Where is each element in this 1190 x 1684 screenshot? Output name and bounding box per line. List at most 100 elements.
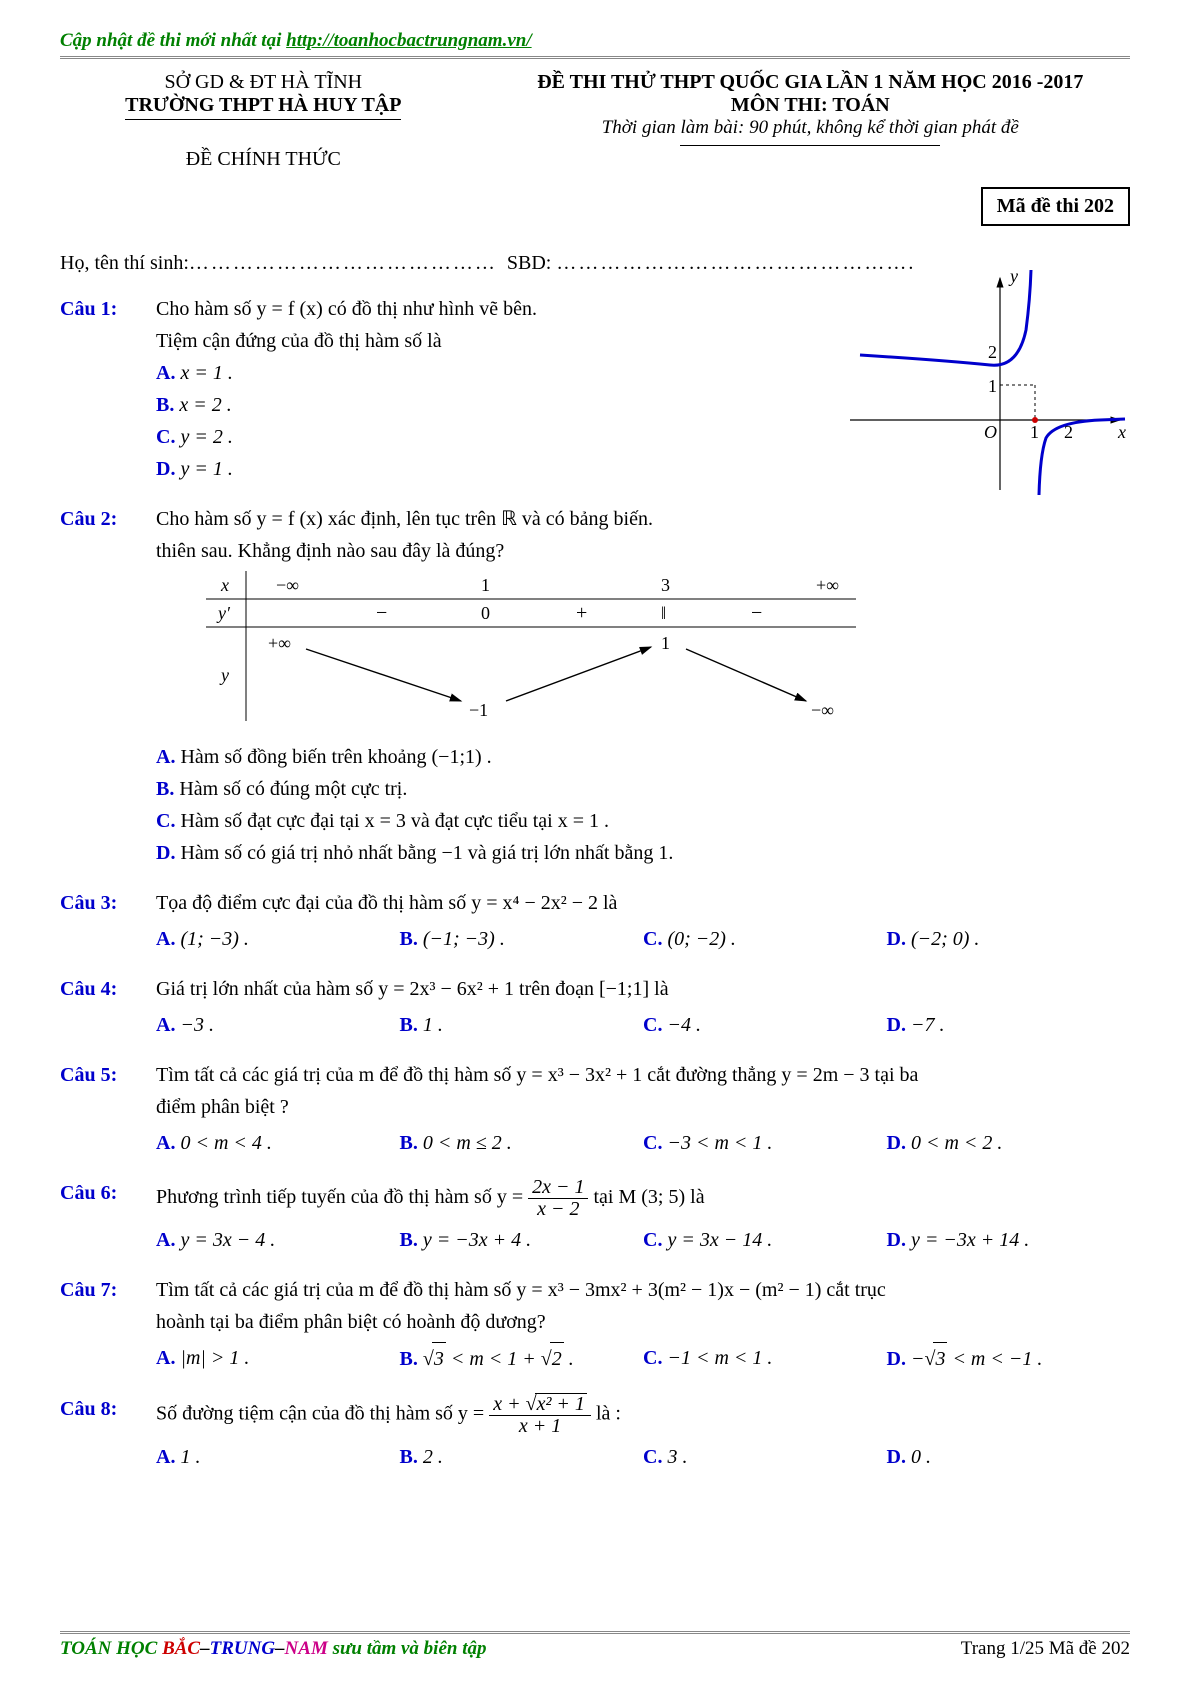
q1-opt-a: x = 1 .: [180, 362, 232, 384]
variation-table: x −∞ 1 3 +∞ y′ − 0 + ‖ − y +∞ −1: [206, 571, 856, 731]
q4-text: Giá trị lớn nhất của hàm số y = 2x³ − 6x…: [156, 973, 1130, 1005]
q8-label: Câu 8:: [60, 1393, 140, 1473]
footer-page: Trang 1/25 Mã đề 202: [961, 1638, 1130, 1660]
graph-tick-y1: 1: [988, 376, 997, 396]
svg-text:3: 3: [661, 575, 670, 595]
q8-opt-c: 3 .: [667, 1446, 687, 1468]
q4-opt-c: −4 .: [667, 1014, 701, 1036]
graph-tick-x2: 2: [1064, 422, 1073, 442]
q8-opt-b: 2 .: [423, 1446, 443, 1468]
graph-tick-y2: 2: [988, 342, 997, 362]
q8-fraction: x + x² + 1 x + 1: [489, 1393, 591, 1437]
name-dots: ……………………………………: [189, 252, 497, 274]
q3-label: Câu 3:: [60, 887, 140, 955]
q5-label: Câu 5:: [60, 1059, 140, 1159]
svg-text:−: −: [376, 602, 387, 624]
q5-text1: Tìm tất cả các giá trị của m để đồ thị h…: [156, 1059, 1130, 1091]
q6-opt-a: y = 3x − 4 .: [180, 1229, 275, 1251]
svg-text:+∞: +∞: [816, 575, 839, 595]
svg-text:0: 0: [481, 603, 490, 623]
question-5: Câu 5: Tìm tất cả các giá trị của m để đ…: [60, 1059, 1130, 1159]
q2-label: Câu 2:: [60, 503, 140, 869]
dept: SỞ GD & ĐT HÀ TĨNH: [60, 71, 467, 94]
question-8: Câu 8: Số đường tiệm cận của đồ thị hàm …: [60, 1393, 1130, 1473]
opt-a-label: A.: [156, 362, 175, 384]
svg-text:x: x: [220, 575, 229, 595]
header: SỞ GD & ĐT HÀ TĨNH TRƯỜNG THPT HÀ HUY TẬ…: [60, 71, 1130, 171]
q7-text1: Tìm tất cả các giá trị của m để đồ thị h…: [156, 1274, 1130, 1306]
q1-label: Câu 1:: [60, 293, 140, 485]
q7-text2: hoành tại ba điểm phân biệt có hoành độ …: [156, 1306, 1130, 1338]
official: ĐỀ CHÍNH THỨC: [60, 148, 467, 171]
svg-text:+∞: +∞: [268, 633, 291, 653]
opt-b-label: B.: [156, 394, 174, 416]
q4-opt-d: −7 .: [911, 1014, 945, 1036]
q7-opt-a: |m| > 1 .: [180, 1347, 249, 1369]
svg-text:−1: −1: [469, 700, 488, 720]
svg-text:1: 1: [481, 575, 490, 595]
question-6: Câu 6: Phương trình tiếp tuyến của đồ th…: [60, 1177, 1130, 1256]
q3-opt-d: (−2; 0) .: [911, 928, 979, 950]
graph-y-label: y: [1008, 270, 1018, 286]
exam-subject: MÔN THI: TOÁN: [491, 94, 1130, 117]
q4-opt-b: 1 .: [423, 1014, 443, 1036]
q6-opt-d: y = −3x + 14 .: [911, 1229, 1029, 1251]
exam-title: ĐỀ THI THỬ THPT QUỐC GIA LẦN 1 NĂM HỌC 2…: [491, 71, 1130, 94]
exam-duration: Thời gian làm bài: 90 phút, không kể thờ…: [491, 117, 1130, 139]
svg-text:−∞: −∞: [811, 700, 834, 720]
question-2: Câu 2: Cho hàm số y = f (x) xác định, lê…: [60, 503, 1130, 869]
q8-text: Số đường tiệm cận của đồ thị hàm số y = …: [156, 1393, 1130, 1437]
graph-x-label: x: [1117, 422, 1126, 442]
q2-text2: thiên sau. Khẳng định nào sau đây là đún…: [156, 535, 1130, 567]
q2-text1: Cho hàm số y = f (x) xác định, lên tục t…: [156, 503, 1130, 535]
q6-opt-c: y = 3x − 14 .: [667, 1229, 772, 1251]
q1-text2: Tiệm cận đứng của đồ thị hàm số là: [156, 325, 796, 357]
q6-text: Phương trình tiếp tuyến của đồ thị hàm s…: [156, 1177, 1130, 1220]
q1-graph: y x O 1 2 1 2: [840, 270, 1130, 500]
q6-opt-b: y = −3x + 4 .: [423, 1229, 531, 1251]
q5-opt-b: 0 < m ≤ 2 .: [423, 1132, 512, 1154]
q7-opt-d: −3 < m < −1 .: [911, 1348, 1042, 1370]
update-url: http://toanhocbactrungnam.vn/: [286, 30, 531, 51]
q2-opt-d: Hàm số có giá trị nhỏ nhất bằng −1 và gi…: [180, 842, 673, 864]
q7-opt-c: −1 < m < 1 .: [667, 1347, 772, 1369]
q5-opt-c: −3 < m < 1 .: [667, 1132, 772, 1154]
opt-d-label: D.: [156, 458, 175, 480]
svg-text:−∞: −∞: [276, 575, 299, 595]
q1-text1: Cho hàm số y = f (x) có đồ thị như hình …: [156, 293, 796, 325]
header-left: SỞ GD & ĐT HÀ TĨNH TRƯỜNG THPT HÀ HUY TẬ…: [60, 71, 467, 171]
q8-opt-a: 1 .: [180, 1446, 200, 1468]
q6-fraction: 2x − 1 x − 2: [528, 1177, 588, 1220]
question-7: Câu 7: Tìm tất cả các giá trị của m để đ…: [60, 1274, 1130, 1375]
footer: TOÁN HỌC BẮC–TRUNG–NAM sưu tầm và biên t…: [60, 1631, 1130, 1660]
header-right: ĐỀ THI THỬ THPT QUỐC GIA LẦN 1 NĂM HỌC 2…: [491, 71, 1130, 146]
sbd-label: SBD:: [507, 252, 551, 274]
q8-opt-d: 0 .: [911, 1446, 931, 1468]
q1-graph-svg: y x O 1 2 1 2: [840, 270, 1130, 500]
q3-opt-c: (0; −2) .: [667, 928, 735, 950]
q2-opt-c: Hàm số đạt cực đại tại x = 3 và đạt cực …: [180, 810, 609, 832]
q1-opt-c: y = 2 .: [180, 426, 232, 448]
svg-text:y′: y′: [216, 603, 231, 623]
svg-text:y: y: [219, 665, 229, 685]
svg-text:+: +: [576, 602, 587, 624]
exam-code-box: Mã đề thi 202: [981, 187, 1130, 226]
opt-c-label: C.: [156, 426, 175, 448]
variation-svg: x −∞ 1 3 +∞ y′ − 0 + ‖ − y +∞ −1: [206, 571, 856, 721]
q3-opt-a: (1; −3) .: [180, 928, 248, 950]
q3-opt-b: (−1; −3) .: [423, 928, 505, 950]
svg-text:‖: ‖: [661, 603, 666, 623]
q4-opt-a: −3 .: [180, 1014, 214, 1036]
q7-label: Câu 7:: [60, 1274, 140, 1375]
q7-opt-b: 3 < m < 1 + 2 .: [423, 1348, 574, 1370]
question-4: Câu 4: Giá trị lớn nhất của hàm số y = 2…: [60, 973, 1130, 1041]
q6-label: Câu 6:: [60, 1177, 140, 1256]
name-label: Họ, tên thí sinh:: [60, 252, 189, 274]
q5-opt-d: 0 < m < 2 .: [911, 1132, 1002, 1154]
q2-opt-a: Hàm số đồng biến trên khoảng (−1;1) .: [180, 746, 491, 768]
graph-origin: O: [984, 422, 997, 442]
q1-opt-b: x = 2 .: [179, 394, 231, 416]
q2-opt-b: Hàm số có đúng một cực trị.: [179, 778, 407, 800]
graph-tick-x1: 1: [1030, 422, 1039, 442]
update-prefix: Cập nhật đề thi mới nhất tại: [60, 30, 286, 51]
